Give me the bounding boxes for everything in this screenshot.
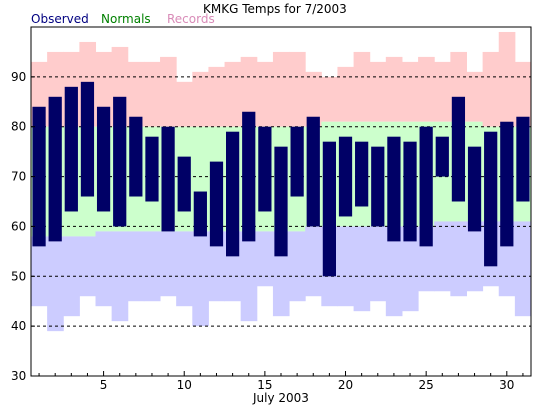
- record-low-band: [337, 226, 355, 307]
- record-high-band: [305, 71, 322, 127]
- record-low-band: [79, 236, 97, 297]
- record-high-band: [482, 51, 500, 127]
- y-tick-label-60: 60: [11, 219, 26, 233]
- observed-bar-day-4: [80, 81, 95, 197]
- observed-bar-day-17: [290, 126, 304, 197]
- record-high-band: [224, 61, 242, 127]
- record-high-band: [434, 61, 451, 122]
- observed-bar-day-13: [226, 131, 240, 257]
- legend-records: Records: [167, 12, 215, 26]
- record-low-band: [111, 231, 129, 322]
- observed-bar-day-19: [322, 141, 336, 277]
- observed-bar-day-22: [371, 146, 385, 227]
- record-low-band: [369, 226, 387, 302]
- record-high-band: [256, 61, 274, 127]
- record-high-band: [143, 61, 161, 127]
- x-tick-label-30: 30: [499, 378, 514, 392]
- observed-bar-day-10: [177, 156, 191, 212]
- record-low-band: [31, 236, 48, 307]
- legend-normals: Normals: [101, 12, 151, 26]
- record-low-band: [353, 226, 371, 312]
- record-high-band: [353, 51, 371, 122]
- observed-bar-day-15: [258, 126, 272, 212]
- observed-bar-day-1: [32, 106, 46, 247]
- record-low-band: [208, 231, 226, 302]
- observed-bar-day-29: [484, 131, 498, 267]
- record-low-band: [514, 221, 532, 317]
- observed-bar-day-18: [306, 116, 320, 227]
- observed-bar-day-5: [96, 106, 111, 212]
- y-tick-label-50: 50: [11, 269, 26, 283]
- observed-bar-day-8: [145, 136, 159, 202]
- record-high-band: [289, 51, 306, 127]
- observed-bar-day-11: [193, 191, 207, 237]
- observed-bar-day-20: [338, 136, 353, 217]
- y-tick-label-90: 90: [11, 70, 26, 84]
- x-tick-label-25: 25: [419, 378, 434, 392]
- observed-bar-day-30: [500, 121, 514, 247]
- observed-bar-day-28: [467, 146, 482, 232]
- record-high-band: [418, 56, 435, 122]
- record-high-band: [272, 51, 290, 127]
- y-tick-label-30: 30: [11, 369, 26, 383]
- record-high-band: [369, 61, 387, 122]
- observed-bar-day-14: [242, 111, 256, 242]
- record-high-band: [160, 56, 177, 127]
- record-low-band: [466, 221, 484, 292]
- observed-bar-day-2: [48, 96, 62, 242]
- record-low-band: [401, 226, 419, 312]
- observed-bar-day-24: [403, 141, 417, 242]
- x-tick-label-5: 5: [100, 378, 108, 392]
- record-low-band: [160, 231, 177, 297]
- record-high-band: [514, 61, 532, 127]
- observed-bar-day-3: [64, 86, 78, 212]
- record-low-band: [289, 231, 306, 302]
- observed-bar-day-26: [435, 136, 449, 177]
- record-high-band: [176, 81, 193, 127]
- observed-bar-day-16: [274, 146, 288, 257]
- y-tick-label-70: 70: [11, 170, 26, 184]
- record-low-band: [434, 221, 451, 292]
- observed-bar-day-6: [113, 96, 127, 227]
- record-low-band: [95, 231, 113, 307]
- x-tick-label-15: 15: [257, 378, 272, 392]
- record-high-band: [321, 76, 338, 122]
- record-high-band: [466, 71, 484, 122]
- observed-bar-day-12: [209, 161, 224, 247]
- record-high-band: [385, 56, 403, 122]
- record-high-band: [192, 71, 209, 127]
- record-high-band: [240, 56, 258, 127]
- record-low-band: [256, 231, 274, 287]
- plot-area: 30 40 50 60 70 80 90 5 10 15 20 25 30: [11, 26, 532, 392]
- observed-bar-day-7: [129, 116, 143, 197]
- observed-bar-day-21: [355, 141, 369, 207]
- record-low-band: [176, 231, 193, 307]
- record-low-band: [385, 226, 403, 317]
- observed-bar-day-31: [516, 116, 530, 202]
- record-high-band: [127, 61, 145, 127]
- record-high-band: [401, 61, 419, 122]
- x-tick-label-20: 20: [338, 378, 353, 392]
- x-tick-label-10: 10: [177, 378, 192, 392]
- y-tick-label-80: 80: [11, 120, 26, 134]
- record-high-band: [337, 66, 355, 122]
- chart-title: KMKG Temps for 7/2003: [203, 2, 347, 16]
- record-low-band: [192, 231, 209, 327]
- y-tick-label-40: 40: [11, 319, 26, 333]
- observed-bar-day-23: [387, 136, 401, 242]
- record-low-band: [143, 231, 161, 302]
- record-low-band: [305, 226, 322, 297]
- record-low-band: [47, 236, 64, 332]
- observed-bar-day-25: [419, 126, 433, 247]
- record-low-band: [450, 221, 467, 297]
- record-high-band: [498, 31, 516, 127]
- x-axis-label: July 2003: [252, 391, 309, 405]
- record-high-band: [208, 66, 226, 127]
- observed-bar-day-9: [161, 126, 175, 232]
- legend-observed: Observed: [31, 12, 89, 26]
- record-low-band: [127, 231, 145, 302]
- record-low-band: [63, 236, 80, 317]
- observed-bar-day-27: [451, 96, 466, 202]
